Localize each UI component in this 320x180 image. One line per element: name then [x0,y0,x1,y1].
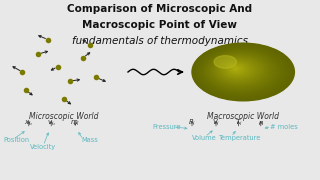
Circle shape [196,46,289,98]
Text: Mass: Mass [82,136,98,143]
Circle shape [195,45,291,99]
Circle shape [225,63,249,76]
Circle shape [221,60,255,79]
Text: $m_i$: $m_i$ [70,119,80,128]
Text: fundamentals of thermodynamics: fundamentals of thermodynamics [72,36,248,46]
Circle shape [222,60,254,79]
Circle shape [218,58,259,81]
Circle shape [211,54,269,87]
Circle shape [200,48,284,95]
Circle shape [208,53,273,89]
Text: Temperature: Temperature [219,135,261,141]
Circle shape [230,65,244,73]
Circle shape [198,47,286,96]
Circle shape [225,62,250,77]
Circle shape [213,55,266,85]
Circle shape [193,44,293,100]
Text: Comparison of Microscopic And: Comparison of Microscopic And [68,4,252,14]
Text: Volume: Volume [192,135,217,141]
Circle shape [227,64,247,75]
Circle shape [216,57,262,83]
Circle shape [229,65,244,73]
Circle shape [206,52,275,90]
Circle shape [234,68,237,70]
Circle shape [209,53,271,88]
Text: Macroscopic World: Macroscopic World [207,112,279,121]
Circle shape [226,63,248,76]
Circle shape [209,53,272,88]
Circle shape [204,50,278,92]
Circle shape [220,60,256,80]
Text: Microscopic World: Microscopic World [29,112,99,121]
Circle shape [233,67,238,70]
Circle shape [201,48,283,94]
Circle shape [210,54,270,87]
Circle shape [214,56,265,85]
Circle shape [232,66,240,71]
Circle shape [199,47,284,95]
Text: $x_i$,: $x_i$, [24,119,34,128]
Circle shape [192,43,294,101]
Text: $P_i$: $P_i$ [188,118,196,128]
Circle shape [230,66,242,72]
Text: # moles: # moles [270,124,298,130]
Circle shape [231,66,241,72]
Circle shape [202,49,281,93]
Circle shape [217,58,260,82]
Text: Velocity: Velocity [30,144,57,150]
Circle shape [220,59,257,80]
Circle shape [217,58,261,82]
Circle shape [201,49,282,94]
Circle shape [204,50,279,92]
Circle shape [215,57,263,84]
Circle shape [233,67,239,71]
Circle shape [198,47,285,96]
Circle shape [212,55,267,86]
Circle shape [223,61,252,78]
Circle shape [214,56,264,84]
Text: $v_i$,: $v_i$, [47,119,56,128]
Circle shape [214,56,236,68]
Text: Position: Position [3,136,29,143]
Circle shape [203,50,280,93]
Circle shape [196,45,290,98]
Text: Macroscopic Point of View: Macroscopic Point of View [83,20,237,30]
Circle shape [228,64,246,75]
Circle shape [206,51,276,91]
Circle shape [224,62,251,77]
Text: $V_i$: $V_i$ [212,118,220,128]
Circle shape [219,59,258,81]
Circle shape [222,61,253,78]
Circle shape [212,55,268,86]
Circle shape [194,44,292,99]
Circle shape [194,44,292,100]
Text: Pressure: Pressure [152,124,180,130]
Text: $n$: $n$ [258,119,264,127]
Circle shape [197,46,288,97]
Text: $T_i$: $T_i$ [235,118,242,128]
Circle shape [205,51,277,91]
Circle shape [207,52,274,89]
Circle shape [235,68,236,69]
Circle shape [228,64,245,74]
